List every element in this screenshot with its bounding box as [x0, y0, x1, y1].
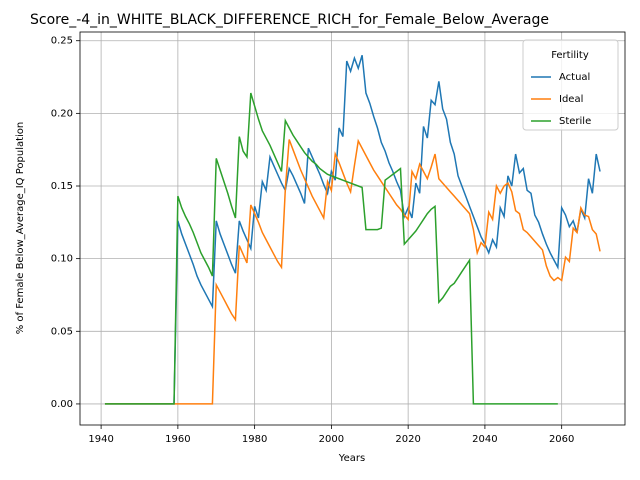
- y-axis-label: % of Female Below_Average_IQ Population: [15, 122, 26, 335]
- y-tick-label: 0.05: [51, 326, 73, 337]
- legend-label: Ideal: [559, 94, 583, 105]
- y-tick-label: 0.10: [51, 254, 73, 265]
- chart-title: Score_-4_in_WHITE_BLACK_DIFFERENCE_RICH_…: [30, 12, 549, 28]
- legend-box: [522, 39, 619, 131]
- x-tick-label: 2040: [472, 434, 497, 445]
- legend-label: Actual: [559, 72, 590, 83]
- x-tick-label: 2020: [395, 434, 420, 445]
- data-line: [104, 92, 558, 405]
- data-line: [104, 138, 601, 405]
- x-axis-label: Years: [338, 453, 365, 464]
- y-tick-label: 0.00: [51, 399, 73, 410]
- y-tick-label: 0.25: [51, 36, 73, 47]
- data-line: [104, 55, 601, 405]
- legend-label: Sterile: [559, 116, 591, 127]
- x-tick-label: 1940: [88, 434, 113, 445]
- y-tick-label: 0.15: [51, 181, 73, 192]
- x-tick-label: 1980: [242, 434, 267, 445]
- plot-frame: [79, 31, 626, 426]
- x-tick-label: 2000: [319, 434, 344, 445]
- x-tick-label: 1960: [165, 434, 190, 445]
- legend-title: Fertility: [551, 50, 589, 61]
- y-tick-label: 0.20: [51, 108, 73, 119]
- x-tick-label: 2060: [549, 434, 574, 445]
